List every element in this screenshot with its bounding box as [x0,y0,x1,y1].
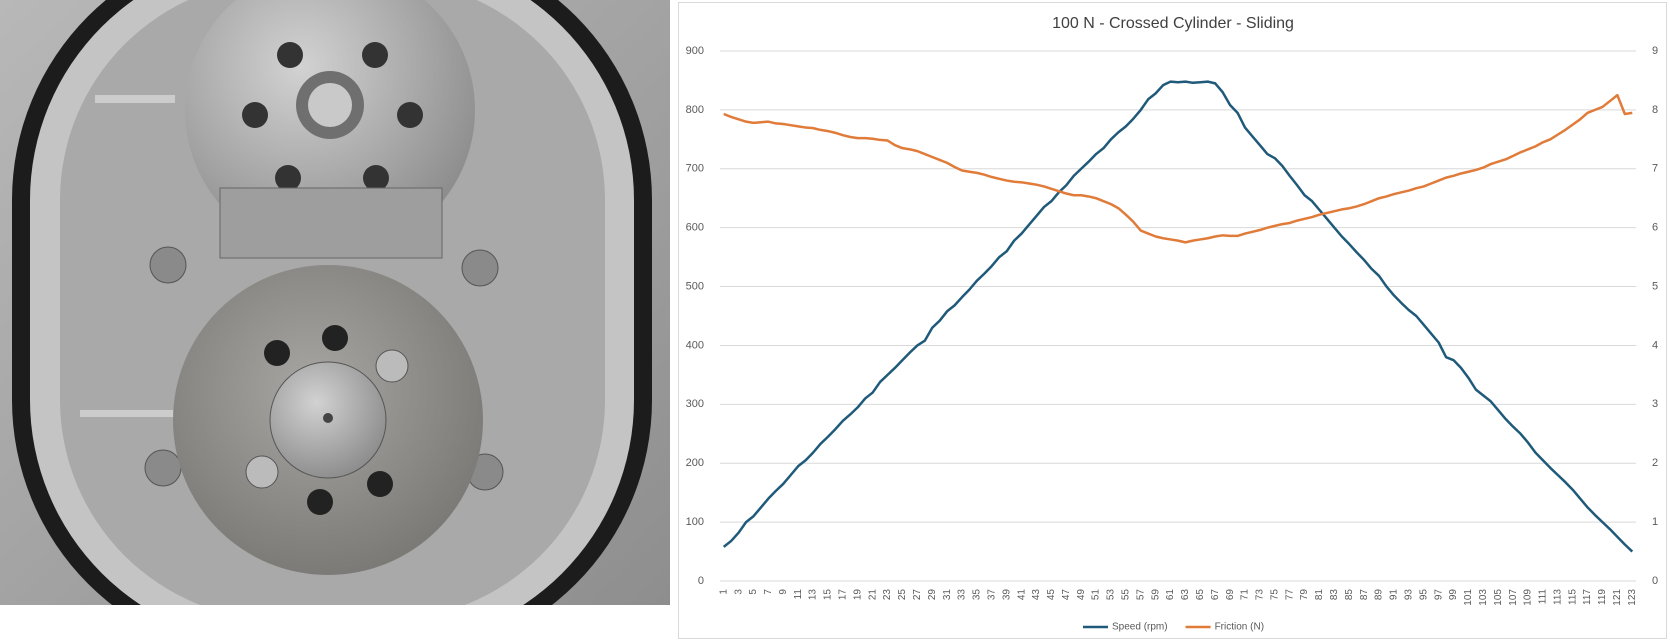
x-tick-label: 77 [1284,589,1295,601]
y2-tick-label: 5 [1652,280,1658,292]
x-tick-label: 57 [1135,589,1146,601]
y-tick-label: 500 [686,280,704,292]
x-tick-label: 109 [1523,589,1534,606]
y-tick-label: 700 [686,163,704,175]
x-tick-label: 117 [1582,589,1593,605]
x-tick-label: 107 [1508,589,1519,606]
x-tick-label: 115 [1567,589,1578,605]
x-tick-label: 71 [1240,589,1251,601]
x-tick-label: 95 [1418,589,1429,601]
x-tick-label: 29 [927,589,938,601]
x-tick-label: 11 [793,589,804,600]
y-tick-label: 300 [686,398,704,410]
x-tick-label: 111 [1538,589,1549,605]
x-tick-label: 105 [1493,589,1504,606]
y2-tick-label: 7 [1652,163,1658,175]
chart-title: 100 N - Crossed Cylinder - Sliding [1052,15,1294,32]
legend-label: Friction (N) [1215,622,1264,633]
x-tick-label: 99 [1448,589,1459,601]
x-tick-label: 67 [1210,589,1221,601]
y-tick-label: 900 [686,45,704,57]
x-tick-label: 31 [942,589,953,601]
y-tick-label: 200 [686,457,704,469]
x-tick-label: 103 [1478,589,1489,606]
x-tick-label: 97 [1433,589,1444,601]
apparatus-photo [0,0,670,605]
y2-tick-label: 3 [1652,398,1658,410]
x-tick-label: 113 [1552,589,1563,605]
y2-tick-label: 8 [1652,104,1658,116]
x-tick-label: 5 [748,589,759,595]
x-tick-label: 21 [867,589,878,601]
x-tick-label: 7 [763,589,774,595]
legend-label: Speed (rpm) [1112,622,1168,633]
x-tick-label: 65 [1195,589,1206,601]
series-line [723,93,1633,244]
x-tick-label: 49 [1076,589,1087,601]
x-tick-label: 47 [1061,589,1072,601]
x-tick-label: 119 [1597,589,1608,605]
x-tick-label: 35 [972,589,983,601]
x-tick-label: 81 [1314,589,1325,601]
x-tick-label: 89 [1374,589,1385,601]
y2-tick-label: 1 [1652,516,1658,528]
x-tick-label: 9 [778,589,789,595]
x-tick-label: 55 [1121,589,1132,601]
x-tick-label: 87 [1359,589,1370,601]
x-tick-label: 3 [733,589,744,595]
x-tick-label: 1 [718,589,729,595]
x-tick-label: 33 [957,589,968,601]
x-tick-label: 45 [1046,589,1057,601]
x-tick-label: 19 [852,589,863,601]
x-tick-label: 51 [1091,589,1102,601]
series-line [722,80,1634,553]
y-tick-label: 100 [686,516,704,528]
chart-frame [678,2,1667,639]
x-tick-label: 27 [912,589,923,601]
x-tick-label: 93 [1404,589,1415,601]
y-tick-label: 400 [686,339,704,351]
x-tick-label: 101 [1463,589,1474,606]
x-tick-label: 39 [1001,589,1012,601]
x-tick-label: 83 [1329,589,1340,601]
x-tick-label: 73 [1255,589,1266,601]
y-tick-label: 0 [698,575,704,587]
x-tick-label: 69 [1225,589,1236,601]
x-tick-label: 15 [823,589,834,601]
y2-tick-label: 6 [1652,222,1658,234]
x-tick-label: 17 [838,589,849,601]
y-tick-label: 600 [686,222,704,234]
x-tick-label: 43 [1031,589,1042,601]
x-tick-label: 79 [1299,589,1310,601]
x-tick-label: 75 [1269,589,1280,601]
chart: 100 N - Crossed Cylinder - Sliding 0 100 2… [678,2,1667,639]
y2-tick-label: 2 [1652,457,1658,469]
y-tick-label: 800 [686,104,704,116]
y2-tick-label: 4 [1652,339,1658,351]
x-tick-label: 13 [808,589,819,601]
x-tick-label: 53 [1106,589,1117,601]
x-tick-label: 41 [1016,589,1027,601]
x-tick-label: 63 [1180,589,1191,601]
y2-tick-label: 9 [1652,45,1658,57]
x-tick-label: 37 [986,589,997,601]
x-tick-label: 61 [1165,589,1176,601]
x-tick-label: 59 [1150,589,1161,601]
x-tick-label: 25 [897,589,908,601]
x-tick-label: 85 [1344,589,1355,601]
y2-tick-label: 0 [1652,575,1658,587]
x-tick-label: 23 [882,589,893,601]
x-tick-label: 91 [1389,589,1400,601]
x-tick-label: 123 [1627,589,1638,606]
x-tick-label: 121 [1612,589,1623,606]
